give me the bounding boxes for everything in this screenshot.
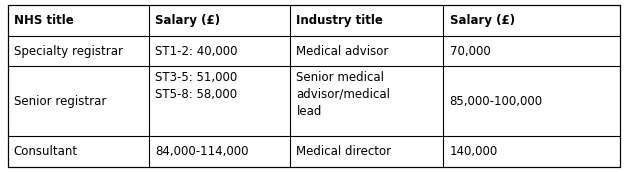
Text: Salary (£): Salary (£) <box>450 14 515 27</box>
Text: 85,000-100,000: 85,000-100,000 <box>450 95 543 108</box>
Text: Consultant: Consultant <box>14 145 78 158</box>
Text: ST3-5: 51,000
ST5-8: 58,000: ST3-5: 51,000 ST5-8: 58,000 <box>155 71 237 101</box>
Text: Senior registrar: Senior registrar <box>14 95 106 108</box>
Text: Industry title: Industry title <box>296 14 383 27</box>
Text: 140,000: 140,000 <box>450 145 498 158</box>
Text: Senior medical
advisor/medical
lead: Senior medical advisor/medical lead <box>296 71 391 118</box>
Text: Specialty registrar: Specialty registrar <box>14 45 123 58</box>
Text: 84,000-114,000: 84,000-114,000 <box>155 145 249 158</box>
Text: ST1-2: 40,000: ST1-2: 40,000 <box>155 45 237 58</box>
Text: Salary (£): Salary (£) <box>155 14 220 27</box>
Text: Medical advisor: Medical advisor <box>296 45 389 58</box>
Text: NHS title: NHS title <box>14 14 73 27</box>
Text: 70,000: 70,000 <box>450 45 490 58</box>
Text: Medical director: Medical director <box>296 145 391 158</box>
